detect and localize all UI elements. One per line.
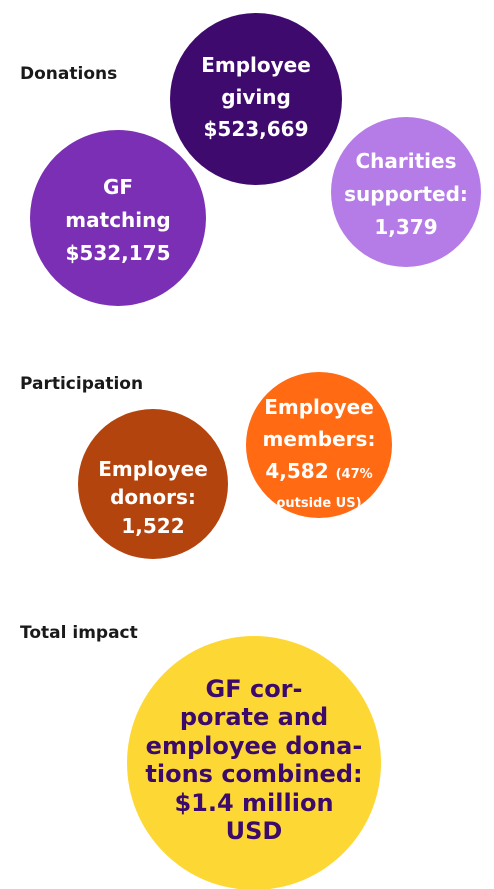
bubble-text: employee dona- — [146, 732, 363, 760]
bubble-text: $532,175 — [65, 241, 170, 265]
bubble — [331, 117, 481, 267]
bubble-text: USD — [226, 817, 283, 845]
bubble-text: tions combined: — [145, 760, 362, 788]
bubble-text: Employee — [98, 457, 208, 481]
bubble-text: porate and — [180, 703, 328, 731]
bubble-text: matching — [65, 208, 170, 232]
section-title: Donations — [20, 64, 117, 84]
bubble — [78, 409, 228, 559]
bubble — [246, 372, 392, 518]
bubble-text: giving — [221, 85, 291, 109]
section-title: Participation — [20, 374, 143, 394]
bubble-text: members: — [263, 427, 376, 451]
bubble-text: 1,522 — [121, 514, 184, 538]
bubble-text: 1,379 — [374, 215, 437, 239]
bubble-text: 4,582 (47% — [265, 459, 372, 483]
bubble-note: outside US) — [276, 496, 361, 511]
bubble — [127, 636, 381, 889]
bubble-text: supported: — [344, 182, 468, 206]
bubble — [170, 13, 342, 185]
bubble-text: Employee — [264, 395, 374, 419]
bubble-text: $1.4 million — [174, 789, 333, 817]
bubble-text: Charities — [355, 149, 456, 173]
bubble-note: (47% — [336, 467, 373, 482]
bubble-text: $523,669 — [203, 117, 308, 141]
bubble-text: Employee — [201, 53, 311, 77]
bubble-text: donors: — [110, 485, 196, 509]
bubble-text: GF cor- — [206, 675, 303, 703]
section-title: Total impact — [20, 623, 138, 643]
bubble — [30, 130, 206, 306]
bubble-text: 4,582 — [265, 459, 328, 483]
bubble-text: GF — [103, 175, 133, 199]
